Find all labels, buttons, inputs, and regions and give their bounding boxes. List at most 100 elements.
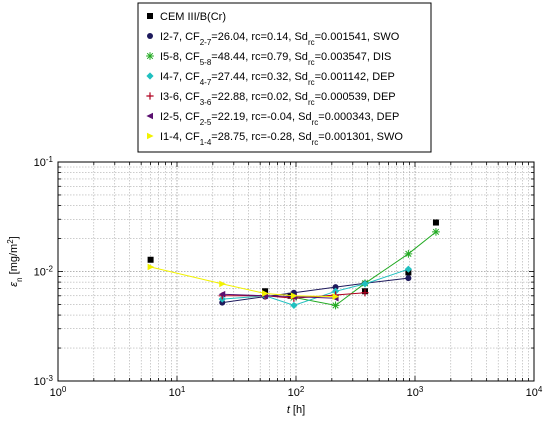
data-point-cem xyxy=(432,219,439,226)
legend-marker-cem xyxy=(147,13,153,19)
legend-label-part: I2-5, CF xyxy=(160,111,200,123)
y-axis-label: εn [mg/m2] xyxy=(6,236,24,286)
legend-item-i3-6: I3-6, CF3-6=22.88, rc=0.02, Sdrc=0.00053… xyxy=(146,91,396,107)
y-axis-label-main: ε xyxy=(8,282,20,287)
data-point-i2-5 xyxy=(218,290,226,298)
legend-marker-i3-6 xyxy=(146,92,154,100)
legend-label-part: =0.001142, DEP xyxy=(315,71,395,83)
legend-label-part: =27.44, rc=0.32, Sd xyxy=(211,71,308,83)
data-point-i5-8 xyxy=(432,227,440,236)
legend-item-i5-8: I5-8, CF5-8=48.44, rc=0.79, Sdrc=0.00354… xyxy=(146,51,391,67)
x-tick-label-exponent: 3 xyxy=(419,385,424,394)
x-tick-label-exponent: 1 xyxy=(181,385,186,394)
legend-marker-i4-7 xyxy=(146,72,154,80)
x-tick-label-base: 10 xyxy=(526,387,538,399)
data-point-i4-7 xyxy=(331,287,340,295)
series-line-i2-5 xyxy=(222,293,336,299)
x-tick-label: 101 xyxy=(169,385,186,400)
data-point-i5-8 xyxy=(404,249,413,258)
legend-label-part: =28.75, rc=-0.28, Sd xyxy=(211,131,311,143)
y-tick-label-exponent: -3 xyxy=(46,374,54,383)
x-axis-label-unit: [h] xyxy=(290,404,305,416)
x-tick-label-base: 10 xyxy=(407,387,419,399)
legend-label-i3-6: I3-6, CF3-6=22.88, rc=0.02, Sdrc=0.00053… xyxy=(160,91,396,107)
legend-label-part: =22.88, rc=0.02, Sd xyxy=(211,91,308,103)
legend-label-part: rc xyxy=(308,58,315,67)
legend-marker-i2-7 xyxy=(147,33,153,39)
legend-label-part: I5-8, CF xyxy=(160,51,200,63)
y-tick-label: 10-3 xyxy=(34,374,54,389)
legend-label-part: =48.44, rc=0.79, Sd xyxy=(211,51,308,63)
x-tick-label-base: 10 xyxy=(288,387,300,399)
legend-label-part: rc xyxy=(308,78,315,87)
legend-label-i2-5: I2-5, CF2-5=22.19, rc=-0.04, Sdrc=0.0003… xyxy=(160,111,399,127)
data-point-i4-7 xyxy=(290,301,298,310)
legend-label-part: rc xyxy=(308,98,315,107)
legend-label-part: CEM III/B(Cr) xyxy=(160,11,226,23)
y-tick-label-exponent: -2 xyxy=(46,264,54,273)
legend-label-part: =0.003547, DIS xyxy=(315,51,392,63)
y-tick-label: 10-1 xyxy=(34,155,54,170)
y-tick-label-base: 10 xyxy=(34,267,46,279)
data-point-cem xyxy=(262,288,269,295)
legend-label-i2-7: I2-7, CF2-7=26.04, rc=0.14, Sdrc=0.00154… xyxy=(160,31,400,47)
legend-label-part: =0.000343, DEP xyxy=(318,111,399,123)
x-tick-label-exponent: 0 xyxy=(62,385,67,394)
legend-label-part: =0.001301, SWO xyxy=(318,131,403,143)
legend-label-part: 4-7 xyxy=(200,78,212,87)
legend-label-part: =22.19, rc=-0.04, Sd xyxy=(211,111,311,123)
legend-label-part: I4-7, CF xyxy=(160,71,200,83)
data-point-i1-4 xyxy=(290,292,298,300)
y-axis-label-sup: 2 xyxy=(6,239,15,244)
series-i4-7 xyxy=(218,265,412,310)
series-line-i4-7 xyxy=(222,268,409,306)
legend-item-i1-4: I1-4, CF1-4=28.75, rc=-0.28, Sdrc=0.0013… xyxy=(147,131,403,147)
legend-marker-i2-5 xyxy=(146,112,153,120)
y-tick-label: 10-2 xyxy=(34,264,54,279)
data-point-cem xyxy=(147,256,154,263)
x-tick-label-exponent: 2 xyxy=(300,385,305,394)
grid xyxy=(58,162,534,381)
legend-label-part: =0.000539, DEP xyxy=(315,91,396,103)
legend-label-part: 1-4 xyxy=(200,138,212,147)
legend-label-part: I3-6, CF xyxy=(160,91,200,103)
legend-label-part: I1-4, CF xyxy=(160,131,200,143)
data-point-i4-7 xyxy=(361,280,369,288)
series-group xyxy=(147,219,440,310)
legend-label-i1-4: I1-4, CF1-4=28.75, rc=-0.28, Sdrc=0.0013… xyxy=(160,131,403,147)
data-point-i1-4 xyxy=(219,280,226,288)
data-point-i2-7 xyxy=(332,284,339,291)
x-axis-label-main: t xyxy=(287,404,291,416)
legend-label-part: =26.04, rc=0.14, Sd xyxy=(211,31,308,43)
data-point-i3-6 xyxy=(361,289,369,297)
legend-item-cem: CEM III/B(Cr) xyxy=(147,11,226,23)
legend-label-i5-8: I5-8, CF5-8=48.44, rc=0.79, Sdrc=0.00354… xyxy=(160,51,391,67)
legend-label-i4-7: I4-7, CF4-7=27.44, rc=0.32, Sdrc=0.00114… xyxy=(160,71,395,87)
legend-item-i2-5: I2-5, CF2-5=22.19, rc=-0.04, Sdrc=0.0003… xyxy=(146,111,399,127)
legend-label-cem: CEM III/B(Cr) xyxy=(160,11,226,23)
data-point-i4-7 xyxy=(404,265,412,273)
legend-label-part: =0.001541, SWO xyxy=(315,31,400,43)
y-tick-label-base: 10 xyxy=(34,376,46,388)
legend-label-part: rc xyxy=(308,38,315,47)
y-axis-label-unit: [mg/m xyxy=(8,244,20,278)
legend-label-part: 2-7 xyxy=(200,38,212,47)
x-tick-label: 102 xyxy=(288,385,305,400)
series-i1-4 xyxy=(147,263,340,300)
x-tick-label: 104 xyxy=(526,385,543,400)
legend-box xyxy=(137,2,432,153)
data-point-i2-7 xyxy=(405,275,412,282)
series-line-i2-7 xyxy=(222,277,409,304)
data-point-i5-8 xyxy=(331,301,340,310)
data-point-i1-4 xyxy=(332,293,340,300)
legend-items: CEM III/B(Cr) I2-7, CF2-7=26.04, rc=0.14,… xyxy=(146,11,403,147)
legend-item-i2-7: I2-7, CF2-7=26.04, rc=0.14, Sdrc=0.00154… xyxy=(147,31,400,47)
legend-label-part: rc xyxy=(312,138,319,147)
axis-ticks xyxy=(58,162,534,381)
y-axis-label-sub: n xyxy=(15,277,24,281)
legend-item-i4-7: I4-7, CF4-7=27.44, rc=0.32, Sdrc=0.00114… xyxy=(146,71,395,87)
legend-label-part: 5-8 xyxy=(200,58,212,67)
legend: CEM III/B(Cr) I2-7, CF2-7=26.04, rc=0.14,… xyxy=(137,2,432,153)
